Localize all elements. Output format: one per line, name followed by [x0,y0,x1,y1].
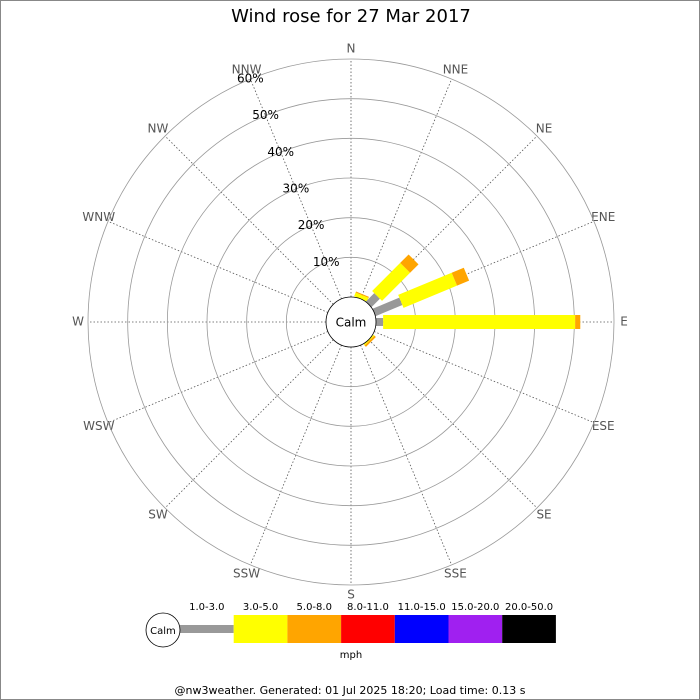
direction-label: N [347,42,356,56]
direction-label: W [72,315,84,329]
legend-label: 15.0-20.0 [451,602,499,613]
direction-label: ESE [592,419,615,433]
footer: @nw3weather. Generated: 01 Jul 2025 18:2… [175,684,526,697]
bar-segment [372,262,411,301]
direction-label: WNW [82,210,115,224]
legend-unit: mph [340,650,362,661]
legend-swatch [502,615,556,643]
direction-label: SSE [444,567,467,581]
chart-title: Wind rose for 27 Mar 2017 [231,6,471,27]
legend-swatch [341,615,395,643]
direction-label: E [620,315,628,329]
bar-segment [365,293,380,308]
legend-swatch [287,615,342,643]
bar-segment [355,291,370,298]
legend-label: 20.0-50.0 [505,602,553,613]
legend-swatch [233,615,288,643]
r-tick-label: 20% [298,218,325,232]
bar-segment [451,267,470,286]
direction-label: WSW [83,419,114,433]
direction-label: SSW [233,567,260,581]
calm-circle [325,296,377,348]
legend-swatch [394,615,449,643]
legend-calm-label: Calm [150,626,176,637]
bar-segment [363,334,375,346]
r-tick-label: 10% [313,255,340,269]
legend-label: 3.0-5.0 [243,602,278,613]
bar-segment [383,315,576,329]
bar-segment [376,318,384,326]
r-tick-label: 60% [237,72,264,86]
r-tick-label: 50% [252,108,279,122]
legend-calm-circle [145,612,181,648]
bar-segment [400,254,419,273]
direction-label: SW [148,508,168,522]
calm-label: Calm [336,316,367,330]
legend-label: 8.0-11.0 [347,602,389,613]
bar-segment [354,292,369,302]
legend-swatch [448,615,503,643]
grid-ring [87,58,615,586]
legend-label: 1.0-3.0 [189,602,224,613]
direction-label: S [347,588,355,602]
bar-segment [575,315,581,329]
legend-label: 5.0-8.0 [297,602,332,613]
r-tick-label: 40% [267,145,294,159]
bar-segment [364,335,376,347]
legend-swatch [180,625,234,633]
direction-label: NNE [443,62,469,76]
direction-label: NE [536,121,553,135]
direction-label: ENE [591,210,615,224]
direction-label: NNW [232,62,262,76]
legend-label: 11.0-15.0 [398,602,446,613]
bar-segment [372,297,403,317]
bar-segment [398,272,458,308]
direction-label: SE [536,508,551,522]
r-tick-label: 30% [283,181,310,195]
direction-label: NW [148,121,169,135]
